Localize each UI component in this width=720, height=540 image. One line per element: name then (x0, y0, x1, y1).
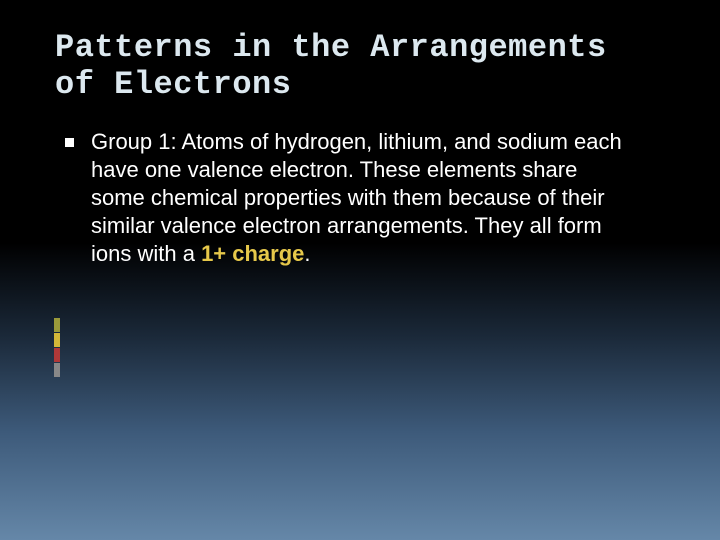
slide: Patterns in the Arrangements of Electron… (0, 0, 720, 540)
accent-bar-icon (54, 348, 60, 362)
accent-bar-icon (54, 363, 60, 377)
slide-title: Patterns in the Arrangements of Electron… (55, 30, 665, 104)
accent-bar-icon (54, 333, 60, 347)
accent-bars (54, 318, 60, 378)
bullet-list: Group 1: Atoms of hydrogen, lithium, and… (55, 128, 665, 269)
bullet-text-after: . (304, 241, 310, 266)
list-item: Group 1: Atoms of hydrogen, lithium, and… (91, 128, 665, 269)
accent-bar-icon (54, 318, 60, 332)
bullet-text-before: Group 1: Atoms of hydrogen, lithium, and… (91, 129, 622, 267)
bullet-highlight: 1+ charge (201, 241, 304, 266)
